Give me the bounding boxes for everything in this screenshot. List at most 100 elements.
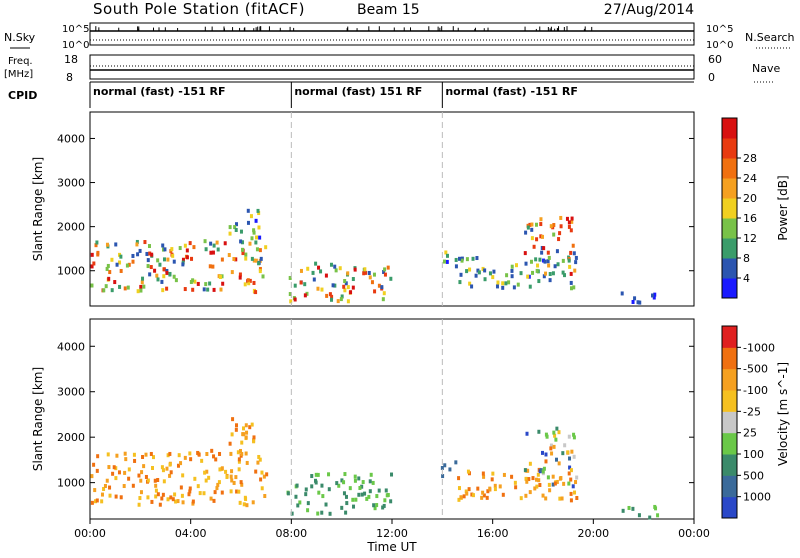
echo-cell <box>525 479 529 484</box>
echo-cell <box>557 461 561 466</box>
echo-cell <box>567 471 571 476</box>
echo-cell <box>458 280 462 285</box>
echo-cell <box>370 280 374 285</box>
echo-cell <box>216 482 220 487</box>
echo-cell <box>504 281 508 286</box>
echo-cell <box>107 465 111 470</box>
echo-cell <box>161 492 165 497</box>
echo-cell <box>243 282 247 287</box>
echo-cell <box>569 250 573 255</box>
echo-cell <box>293 283 297 288</box>
echo-cell <box>148 251 152 256</box>
echo-cell <box>319 269 323 274</box>
echo-cell <box>342 284 346 289</box>
echo-cell <box>557 430 561 435</box>
echo-cell <box>567 224 571 229</box>
echo-cell <box>651 293 655 298</box>
colorbar-swatch <box>722 454 737 476</box>
echo-cell <box>365 496 369 501</box>
echo-cell <box>537 279 541 284</box>
echo-cell <box>316 511 320 516</box>
echo-cell <box>475 256 479 261</box>
freq-left-tick-top: 18 <box>64 53 78 66</box>
echo-cell <box>480 495 484 500</box>
colorbar-tick-label: -1000 <box>743 341 775 354</box>
echo-cell <box>230 432 234 437</box>
echo-cell <box>149 265 153 270</box>
colorbar-swatch <box>722 278 737 299</box>
echo-cell <box>230 469 234 474</box>
echo-cell <box>306 501 310 506</box>
echo-cell <box>317 490 321 495</box>
echo-cell <box>139 478 143 483</box>
echo-cell <box>264 245 268 250</box>
echo-cell <box>165 286 169 291</box>
echo-cell <box>105 266 109 271</box>
colorbar-swatch <box>722 198 737 219</box>
echo-cell <box>546 250 550 255</box>
echo-cell <box>353 267 357 272</box>
echo-cell <box>137 473 141 478</box>
echo-cell <box>343 279 347 284</box>
echo-cell <box>224 469 228 474</box>
echo-cell <box>135 239 139 244</box>
echo-cell <box>118 284 122 289</box>
colorbar-tick-label: 100 <box>743 448 764 461</box>
echo-cell <box>357 476 361 481</box>
echo-cell <box>321 494 325 499</box>
noise-panel-frame <box>89 22 695 46</box>
echo-cell <box>648 515 652 520</box>
colorbar-swatch <box>722 178 737 199</box>
echo-cell <box>131 253 135 258</box>
echo-cell <box>105 478 109 483</box>
echo-cell <box>205 452 209 457</box>
colorbar-tick-label: 1000 <box>743 491 771 504</box>
echo-cell <box>445 259 449 264</box>
echo-cell <box>324 502 328 507</box>
colorbar-frame <box>721 117 738 299</box>
echo-cell <box>258 269 262 274</box>
colorbar-swatch <box>722 218 737 239</box>
echo-cell <box>245 430 249 435</box>
velocity-ylabel: Slant Range [km] <box>31 367 45 471</box>
echo-cell <box>572 285 576 290</box>
echo-cell <box>573 268 577 273</box>
echo-cell <box>290 511 294 516</box>
echo-cell <box>386 492 390 497</box>
echo-cell <box>242 502 246 507</box>
echo-cell <box>533 486 537 491</box>
echo-cell <box>150 252 154 257</box>
echo-cell <box>320 483 324 488</box>
echo-cell <box>470 284 474 289</box>
echo-cell <box>457 476 461 481</box>
echo-cell <box>218 467 222 472</box>
echo-cell <box>217 480 221 485</box>
echo-cell <box>259 256 263 261</box>
echo-cell <box>220 490 224 495</box>
echo-cell <box>552 222 556 227</box>
echo-cell <box>510 474 514 479</box>
y-tick-label: 1000 <box>57 477 85 490</box>
echo-cell <box>538 483 542 488</box>
echo-cell <box>531 476 535 481</box>
echo-cell <box>96 454 100 459</box>
echo-cell <box>558 231 562 236</box>
echo-cell <box>203 239 207 244</box>
echo-cell <box>563 273 567 278</box>
echo-cell <box>215 486 219 491</box>
echo-cell <box>203 470 207 475</box>
echo-cell <box>383 267 387 272</box>
echo-cell <box>467 487 471 492</box>
echo-cell <box>220 257 224 262</box>
echo-cell <box>491 471 495 476</box>
echo-cell <box>146 258 150 263</box>
echo-cell <box>310 474 314 479</box>
echo-cell <box>465 257 469 262</box>
x-tick-label: 20:00 <box>577 527 609 540</box>
echo-cell <box>139 288 143 293</box>
echo-cell <box>191 287 195 292</box>
echo-cell <box>574 255 578 260</box>
echo-cell <box>254 235 258 240</box>
echo-cell <box>114 466 118 471</box>
echo-cell <box>471 493 475 498</box>
